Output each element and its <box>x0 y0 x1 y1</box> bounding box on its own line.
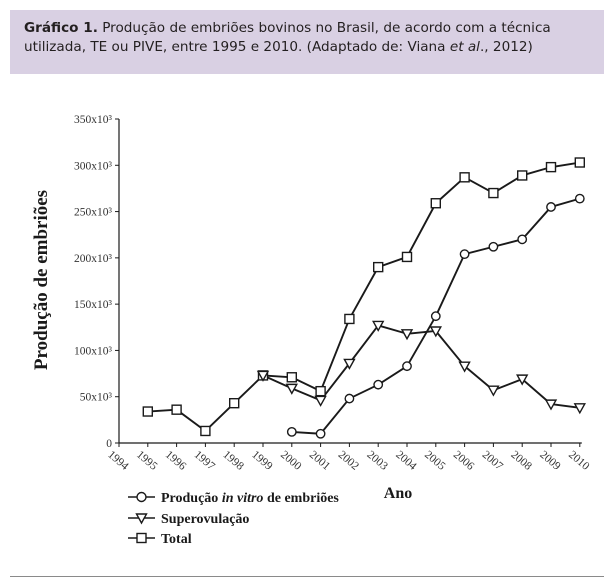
chart-series <box>142 157 586 439</box>
y-tick-label: 300x10³ <box>74 160 113 172</box>
data-point-triangle <box>285 383 298 395</box>
data-point-triangle <box>516 374 529 386</box>
data-point-square <box>545 161 557 173</box>
data-point-square <box>401 251 413 263</box>
data-point-triangle <box>400 329 414 341</box>
x-tick-label: 1999 <box>249 449 275 473</box>
data-point-circle <box>459 249 470 260</box>
data-point-square <box>200 425 211 437</box>
x-tick-label: 2001 <box>307 449 333 473</box>
data-point-triangle <box>343 358 356 370</box>
series-line-square <box>147 161 580 432</box>
x-axis-label: Ano <box>384 485 412 502</box>
data-point-square <box>171 404 182 415</box>
y-tick-label: 350x10³ <box>74 114 113 126</box>
x-tick-label: 1997 <box>192 449 218 473</box>
data-point-triangle <box>314 395 327 407</box>
caption-text-2: ., 2012) <box>479 39 533 55</box>
series-line-triangle-down <box>262 324 580 409</box>
legend-item-pive: Produção in vitro de embriões <box>128 491 339 506</box>
x-tick-label: 1994 <box>105 449 131 473</box>
x-tick-label: 2004 <box>393 449 419 473</box>
y-tick-label: 200x10³ <box>74 253 113 265</box>
data-point-square <box>517 170 528 181</box>
y-tick-label: 150x10³ <box>74 299 113 311</box>
y-axis-label: Produção de embriões <box>31 190 52 370</box>
x-tick-label: 2000 <box>278 449 304 473</box>
legend-label-total: Total <box>161 532 192 547</box>
legend-marker-circle <box>136 491 147 503</box>
data-point-circle <box>373 379 384 390</box>
bottom-rule <box>10 576 604 577</box>
x-axis-ticks: 1994 1995 1996 1997 1998 1999 2000 2001 2002 2003… <box>105 443 592 473</box>
y-tick-label: 250x10³ <box>74 207 113 219</box>
data-point-triangle <box>372 320 385 332</box>
data-point-triangle <box>573 403 586 415</box>
x-tick-label: 2005 <box>422 449 448 473</box>
x-tick-label: 2007 <box>480 449 506 473</box>
data-point-circle <box>517 234 528 245</box>
y-tick-label: 100x10³ <box>74 345 113 357</box>
legend-item-superovulacao: Superovulação <box>128 512 249 527</box>
data-point-circle <box>488 241 499 252</box>
x-tick-label: 1995 <box>134 449 160 473</box>
y-tick-label: 50x10³ <box>80 392 113 404</box>
x-tick-label: 2002 <box>336 449 362 473</box>
data-point-triangle <box>487 385 500 397</box>
legend-label-pive: Produção in vitro de embriões <box>161 491 339 506</box>
data-point-circle <box>344 393 355 404</box>
legend-item-total: Total <box>128 532 192 547</box>
data-point-circle <box>402 361 412 372</box>
data-point-circle <box>574 193 585 204</box>
data-point-square <box>574 157 585 168</box>
data-point-square <box>459 172 470 183</box>
data-point-square <box>315 385 326 397</box>
chart-axes <box>118 119 582 444</box>
x-tick-label: 2008 <box>508 449 534 473</box>
legend-marker-square <box>136 532 147 544</box>
data-point-square <box>286 372 297 383</box>
data-point-square <box>373 261 384 273</box>
chart-legend: Produção in vitro de embriões Superovula… <box>128 491 339 547</box>
data-point-triangle <box>544 399 558 411</box>
data-point-circle <box>430 311 441 322</box>
data-point-square <box>228 397 240 409</box>
x-tick-label: 1996 <box>163 449 189 473</box>
x-tick-label: 2010 <box>566 449 592 473</box>
data-point-triangle <box>458 361 471 373</box>
data-point-triangle <box>256 370 270 382</box>
caption-text-1: Produção de embriões bovinos no Brasil, … <box>24 20 551 55</box>
caption-text-italic: et al <box>449 39 480 55</box>
x-tick-label: 2009 <box>537 449 563 473</box>
data-point-square <box>344 313 355 325</box>
data-point-circle <box>315 428 326 439</box>
caption-label: Gráfico 1. <box>24 20 98 36</box>
data-point-circle <box>286 426 297 437</box>
data-point-square <box>430 198 441 209</box>
data-point-triangle <box>429 326 442 338</box>
legend-label-superovulacao: Superovulação <box>161 512 249 527</box>
y-axis-ticks: 0 50x10³ 100x10³ 150x10³ 200x10³ 250x10³ 300x1… <box>74 114 119 450</box>
x-tick-label: 2003 <box>364 449 390 473</box>
x-tick-label: 2006 <box>451 449 477 473</box>
figure-caption: Gráfico 1. Produção de embriões bovinos … <box>24 19 594 57</box>
data-point-circle <box>546 202 556 212</box>
data-point-square <box>142 406 154 417</box>
legend-marker-triangle <box>135 513 148 525</box>
x-tick-label: 1998 <box>220 449 246 473</box>
caption-box: Gráfico 1. Produção de embriões bovinos … <box>10 10 604 74</box>
y-tick-label: 0 <box>106 438 112 450</box>
data-point-square <box>488 187 499 199</box>
